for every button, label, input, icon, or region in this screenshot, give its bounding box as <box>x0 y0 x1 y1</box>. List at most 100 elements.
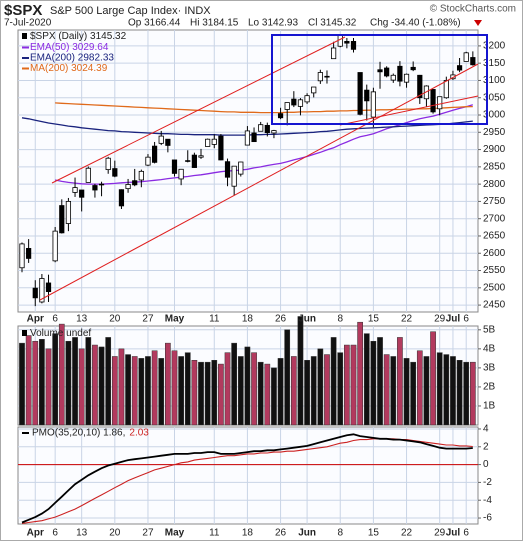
panel-title: Volume undef <box>30 328 91 339</box>
volume-bar <box>443 354 450 426</box>
highlight-box <box>271 34 488 125</box>
candle-body <box>277 113 284 119</box>
y-tick-label: 2650 <box>483 231 506 242</box>
volume-bar <box>65 340 72 426</box>
candle-body <box>138 170 144 181</box>
candle-body <box>32 287 38 299</box>
volume-bar <box>337 352 344 426</box>
candle-body <box>364 89 370 102</box>
candle-body <box>171 159 178 174</box>
y-tick-label: -6 <box>483 513 492 524</box>
x-tick-label: 27 <box>142 314 154 325</box>
candle-body <box>344 41 350 44</box>
annotations <box>39 34 488 301</box>
candle-body <box>118 189 125 207</box>
candle-body <box>384 67 390 77</box>
y-tick-label: 3150 <box>483 58 506 69</box>
volume-bar <box>383 354 390 426</box>
volume-bar <box>277 358 284 426</box>
volume-bar <box>52 333 58 426</box>
y-tick-label: 4 <box>483 424 489 435</box>
volume-bar <box>58 323 65 426</box>
indicator-line <box>55 102 473 114</box>
x-tick-label: 20 <box>109 314 121 325</box>
candle-body <box>165 138 171 146</box>
candle-body <box>39 278 45 303</box>
volume-bar <box>85 337 92 426</box>
y-tick-label: 2550 <box>483 265 506 276</box>
candle-body <box>92 185 98 191</box>
candle-body <box>258 124 264 132</box>
down-arrow <box>474 20 482 26</box>
y-tick-label: 2B <box>483 382 496 393</box>
x-tick-label: Jun <box>298 528 316 539</box>
volume-bar <box>198 361 204 426</box>
candle-body <box>430 89 436 113</box>
candle-body <box>151 145 158 163</box>
candle-body <box>317 72 323 82</box>
candle-body <box>105 157 111 171</box>
y-tick-label: 2450 <box>483 300 506 311</box>
y-tick-label: 3B <box>483 363 496 374</box>
candle-body <box>470 57 476 66</box>
legend-icon <box>22 33 27 39</box>
candle-body <box>410 66 416 71</box>
volume-bar <box>45 348 52 426</box>
x-tick-label: 13 <box>76 314 88 325</box>
x-tick-label: 18 <box>242 528 254 539</box>
x-tick-label: Jun <box>298 314 316 325</box>
x-tick-label: 6 <box>52 314 58 325</box>
y-tick-label: 1B <box>483 401 496 412</box>
y-tick-label: 2 <box>483 441 489 452</box>
candle-body <box>112 168 118 177</box>
y-tick-label: -2 <box>483 477 492 488</box>
x-tick-label: 13 <box>76 528 88 539</box>
y-tick-label: 2700 <box>483 213 506 224</box>
y-tick-label: 2500 <box>483 282 506 293</box>
y-tick-label: 4B <box>483 343 496 354</box>
x-tick-label: Apr <box>27 314 44 325</box>
candle-body <box>284 102 290 110</box>
volume-bar <box>231 342 238 426</box>
trendline <box>51 36 346 184</box>
volume-bar <box>257 361 264 426</box>
y-tick-label: -4 <box>483 495 492 506</box>
candle-body <box>423 85 430 100</box>
x-tick-label: 27 <box>142 528 154 539</box>
candle-body <box>403 73 410 83</box>
candle-body <box>52 230 58 262</box>
y-tick-label: 3200 <box>483 41 506 52</box>
volume-bar <box>92 344 98 426</box>
candle-body <box>456 65 463 71</box>
candle-body <box>158 135 164 144</box>
candle-body <box>125 184 131 190</box>
panel <box>17 426 479 525</box>
volume-bar <box>297 316 304 426</box>
volume-bar <box>416 350 423 426</box>
candle-body <box>397 65 403 82</box>
x-tick-label: 6 <box>463 528 469 539</box>
candle-body <box>205 138 211 147</box>
quote: Op 3166.44 <box>128 18 181 29</box>
volume-bar <box>138 358 145 426</box>
candle-body <box>291 98 297 106</box>
volume-bar <box>317 348 324 426</box>
volume-bar <box>151 350 158 426</box>
symbol: $SPX <box>4 2 42 19</box>
volume-bar <box>25 335 32 426</box>
quote: Lo 3142.93 <box>248 18 298 29</box>
y-tick-label: 2950 <box>483 127 506 138</box>
volume-bar <box>98 346 105 426</box>
volume-bar <box>264 363 271 426</box>
x-tick-label: Jul <box>446 314 461 325</box>
candle-body <box>65 201 72 224</box>
candle-body <box>251 132 257 143</box>
y-tick-label: 3050 <box>483 92 506 103</box>
candle-body <box>45 282 52 293</box>
x-tick-label: 22 <box>401 528 413 539</box>
volume-bar <box>284 329 291 426</box>
candle-body <box>178 168 184 180</box>
volume-bar <box>125 354 131 426</box>
x-tick-label: 29 <box>434 314 446 325</box>
volume-bar <box>244 346 251 426</box>
